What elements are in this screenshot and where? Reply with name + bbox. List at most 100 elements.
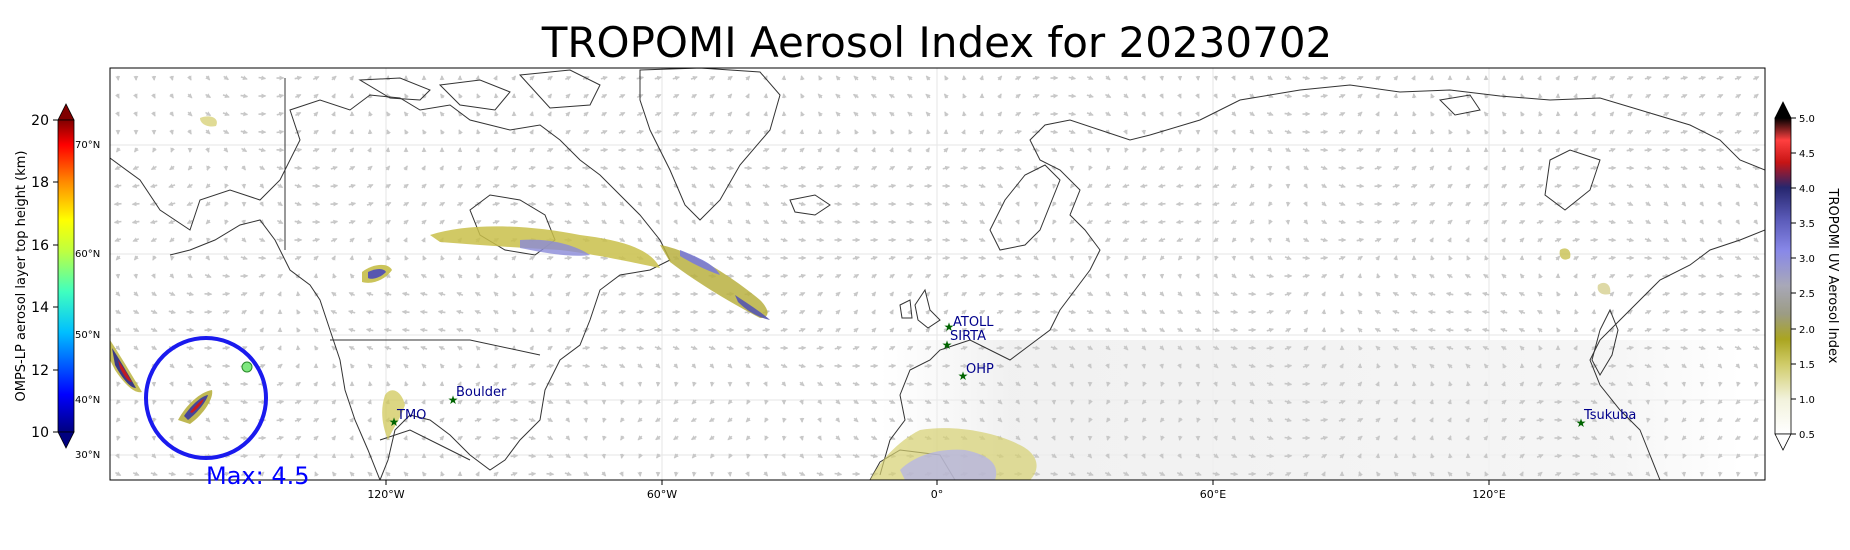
wind-arrow bbox=[1123, 75, 1129, 81]
wind-arrow bbox=[1141, 93, 1147, 99]
wind-arrow bbox=[1123, 165, 1129, 171]
wind-arrow bbox=[294, 130, 302, 135]
wind-arrow bbox=[1195, 111, 1200, 117]
wind-arrow bbox=[1699, 183, 1705, 189]
wind-arrow bbox=[1177, 147, 1183, 153]
wind-arrow bbox=[763, 219, 770, 225]
wind-arrow bbox=[240, 435, 249, 441]
wind-arrow bbox=[763, 201, 770, 207]
wind-arrow bbox=[1753, 381, 1759, 387]
wind-arrow bbox=[170, 147, 175, 153]
wind-arrow bbox=[1681, 471, 1687, 477]
wind-arrow bbox=[529, 147, 535, 153]
wind-arrow bbox=[727, 471, 733, 477]
wind-arrow bbox=[565, 93, 571, 99]
wind-arrow bbox=[348, 183, 356, 189]
wind-arrow bbox=[1175, 201, 1184, 207]
wind-arrow bbox=[168, 219, 176, 224]
wind-arrow bbox=[1555, 129, 1561, 135]
wind-arrow bbox=[997, 75, 1003, 81]
wind-arrow bbox=[186, 327, 195, 333]
wind-arrow bbox=[149, 219, 158, 225]
wind-arrow bbox=[960, 219, 968, 224]
max-value-label: Max: 4.5 bbox=[206, 462, 310, 490]
wind-arrow bbox=[186, 309, 195, 315]
wind-arrow bbox=[510, 453, 519, 459]
wind-arrow bbox=[131, 201, 140, 207]
wind-arrow bbox=[781, 93, 787, 99]
wind-arrow bbox=[619, 201, 625, 207]
wind-arrow bbox=[1285, 147, 1292, 153]
wind-arrow bbox=[691, 201, 696, 207]
wind-arrow bbox=[294, 219, 303, 225]
wind-arrow bbox=[475, 75, 481, 81]
wind-arrow bbox=[349, 75, 355, 81]
wind-arrow bbox=[1698, 111, 1706, 117]
wind-arrow bbox=[1427, 309, 1436, 315]
wind-arrow bbox=[1429, 219, 1435, 225]
wind-arrow bbox=[1465, 219, 1471, 225]
wind-arrow bbox=[1338, 183, 1346, 189]
wind-arrow bbox=[979, 111, 984, 117]
wind-arrow bbox=[564, 255, 573, 261]
wind-arrow bbox=[1735, 183, 1741, 189]
wind-arrow bbox=[745, 219, 751, 225]
wind-arrow bbox=[1590, 201, 1599, 207]
wind-arrow bbox=[944, 75, 949, 81]
wind-arrow bbox=[708, 130, 716, 135]
wind-arrow bbox=[151, 93, 156, 99]
wind-arrow bbox=[1554, 219, 1563, 225]
wind-arrow bbox=[1626, 76, 1634, 81]
wind-arrow bbox=[582, 165, 591, 171]
wind-arrow bbox=[1266, 453, 1275, 459]
right-colorbar-tick: 1.5 bbox=[1799, 360, 1815, 371]
wind-arrow bbox=[1213, 165, 1219, 171]
wind-arrow bbox=[1537, 165, 1543, 171]
wind-arrow bbox=[348, 219, 356, 225]
wind-arrow bbox=[564, 183, 573, 189]
wind-arrow bbox=[1320, 111, 1329, 117]
wind-arrow bbox=[205, 111, 212, 117]
wind-arrow bbox=[1159, 111, 1164, 117]
wind-arrow bbox=[313, 273, 319, 279]
wind-arrow bbox=[1303, 201, 1308, 207]
wind-arrow bbox=[888, 183, 897, 189]
wind-arrow bbox=[1033, 201, 1039, 207]
wind-arrow bbox=[1159, 147, 1165, 153]
wind-arrow bbox=[817, 111, 823, 117]
wind-arrow bbox=[312, 201, 321, 207]
wind-arrow bbox=[924, 166, 932, 171]
wind-arrow bbox=[186, 183, 193, 189]
wind-arrow bbox=[763, 75, 768, 81]
wind-arrow bbox=[510, 183, 519, 189]
wind-arrow bbox=[1015, 111, 1022, 117]
wind-arrow bbox=[403, 165, 408, 171]
wind-arrow bbox=[131, 183, 140, 189]
wind-arrow bbox=[600, 183, 608, 189]
wind-arrow bbox=[113, 219, 122, 225]
wind-arrow bbox=[870, 363, 879, 369]
wind-arrow bbox=[330, 165, 338, 171]
wind-arrow bbox=[1681, 201, 1687, 207]
wind-arrow bbox=[1303, 219, 1309, 225]
wind-arrow bbox=[1465, 183, 1471, 189]
wind-arrow bbox=[727, 111, 733, 117]
wind-arrow bbox=[133, 273, 139, 279]
wind-arrow bbox=[1645, 435, 1651, 441]
wind-arrow bbox=[383, 327, 392, 333]
wind-arrow bbox=[1193, 201, 1202, 207]
wind-arrow bbox=[1338, 165, 1347, 171]
wind-arrow bbox=[636, 111, 644, 117]
wind-arrow bbox=[637, 471, 643, 477]
wind-arrow bbox=[1445, 327, 1454, 333]
wind-arrow bbox=[1069, 219, 1075, 225]
wind-arrow bbox=[997, 219, 1003, 225]
wind-arrow bbox=[582, 363, 591, 369]
wind-arrow bbox=[276, 93, 285, 99]
wind-arrow bbox=[1302, 381, 1311, 387]
wind-arrow bbox=[1536, 184, 1544, 189]
wind-arrow bbox=[1338, 201, 1346, 206]
wind-arrow bbox=[853, 165, 860, 171]
wind-arrow bbox=[1105, 165, 1111, 171]
wind-arrow bbox=[1590, 219, 1599, 225]
